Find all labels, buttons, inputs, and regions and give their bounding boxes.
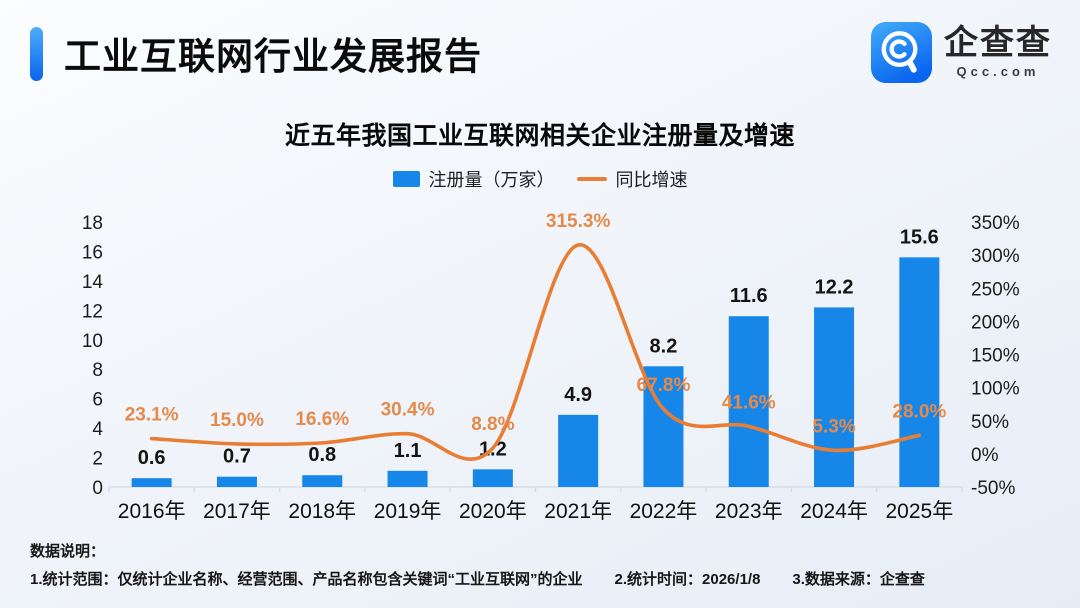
chart-title: 近五年我国工业互联网相关企业注册量及增速 (284, 122, 795, 150)
left-axis-tick-16: 16 (82, 242, 103, 263)
x-label-2018年: 2018年 (288, 500, 356, 523)
bar-2017年 (216, 476, 257, 487)
bar-2023年 (728, 316, 769, 487)
left-axis-tick-12: 12 (82, 301, 103, 322)
left-axis-tick-4: 4 (92, 419, 103, 440)
x-label-2021年: 2021年 (544, 500, 612, 523)
title-accent-bar (30, 27, 43, 81)
qcc-magnifier-icon (870, 21, 933, 84)
left-axis-tick-8: 8 (92, 360, 103, 381)
bar-value-label-2021年: 4.9 (564, 384, 592, 406)
qcc-logo-name: 企查查 (944, 23, 1052, 62)
bar-value-label-2024年: 12.2 (815, 276, 854, 298)
right-axis-tick-300: 300% (971, 246, 1020, 267)
bar-2025年 (899, 257, 940, 487)
bar-value-label-2018年: 0.8 (308, 444, 336, 466)
bar-value-label-2016年: 0.6 (138, 447, 166, 469)
left-axis-tick-10: 10 (82, 331, 103, 352)
growth-label-2023年: 41.6% (722, 392, 776, 413)
bar-value-label-2019年: 1.1 (394, 440, 422, 462)
bar-value-label-2017年: 0.7 (223, 446, 251, 468)
right-axis-tick-250: 250% (971, 279, 1020, 300)
legend-line-label: 同比增速 (615, 170, 688, 190)
growth-label-2017年: 15.0% (210, 410, 264, 431)
footer-note-source: 3.数据来源：企查查 (792, 571, 925, 588)
left-axis-tick-0: 0 (92, 478, 103, 499)
growth-label-2018年: 16.6% (295, 409, 349, 430)
legend-item-registrations: 注册量（万家） (392, 166, 555, 192)
right-axis-tick-100: 100% (971, 379, 1020, 400)
x-label-2024年: 2024年 (800, 500, 868, 523)
bar-value-label-2025年: 15.6 (900, 226, 939, 248)
growth-label-2020年: 8.8% (471, 414, 514, 435)
footer-heading: 数据说明： (30, 543, 106, 560)
bar-2016年 (131, 478, 172, 487)
x-label-2025年: 2025年 (885, 500, 953, 523)
x-label-2016年: 2016年 (118, 500, 186, 523)
x-label-2017年: 2017年 (203, 500, 271, 523)
right-axis-tick-50: 50% (971, 412, 1009, 433)
bar-2019年 (387, 470, 428, 487)
left-axis-tick-18: 18 (82, 213, 103, 234)
growth-line (149, 243, 922, 461)
bar-value-label-2022年: 8.2 (650, 335, 678, 357)
x-label-2019年: 2019年 (374, 500, 442, 523)
growth-label-2024年: 5.3% (812, 416, 855, 437)
right-axis-tick-350: 350% (971, 213, 1020, 234)
growth-label-2025年: 28.0% (892, 401, 946, 422)
qcc-logo: 企查查 Qcc.com (870, 21, 1052, 84)
footer-notes: 1.统计范围：仅统计企业名称、经营范围、产品名称包含关键词“工业互联网”的企业 … (30, 568, 925, 589)
growth-label-2021年: 315.3% (546, 211, 611, 232)
qcc-logo-text: 企查查 Qcc.com (944, 23, 1052, 80)
bar-2024年 (814, 307, 855, 487)
chart-legend: 注册量（万家） 同比增速 (0, 166, 1080, 192)
left-axis-tick-14: 14 (82, 272, 104, 293)
x-label-2022年: 2022年 (630, 500, 698, 523)
left-axis-tick-6: 6 (92, 390, 103, 411)
right-axis-tick-150: 150% (971, 346, 1020, 367)
bar-2021年 (558, 414, 599, 487)
growth-label-2016年: 23.1% (125, 405, 179, 426)
bar-value-label-2023年: 11.6 (730, 285, 768, 307)
x-label-2023年: 2023年 (715, 500, 783, 523)
bar-2018年 (302, 475, 343, 487)
x-label-2020年: 2020年 (459, 500, 527, 523)
growth-label-2019年: 30.4% (381, 400, 435, 421)
legend-item-growth: 同比增速 (576, 166, 688, 192)
legend-line-swatch (576, 177, 607, 181)
legend-bar-label: 注册量（万家） (428, 170, 555, 190)
right-axis-tick-200: 200% (971, 312, 1020, 333)
right-axis-tick--50: -50% (971, 478, 1015, 499)
left-axis-tick-2: 2 (92, 449, 103, 470)
footer-note-time: 2.统计时间：2026/1/8 (614, 571, 761, 588)
growth-label-2022年: 67.8% (637, 375, 691, 396)
report-title: 工业互联网行业发展报告 (64, 36, 482, 77)
qcc-logo-domain: Qcc.com (956, 64, 1040, 80)
legend-bar-swatch (392, 171, 420, 187)
right-axis-tick-0: 0% (971, 445, 999, 466)
bar-2020年 (472, 469, 513, 487)
footer-note-scope: 1.统计范围：仅统计企业名称、经营范围、产品名称包含关键词“工业互联网”的企业 (30, 571, 583, 588)
